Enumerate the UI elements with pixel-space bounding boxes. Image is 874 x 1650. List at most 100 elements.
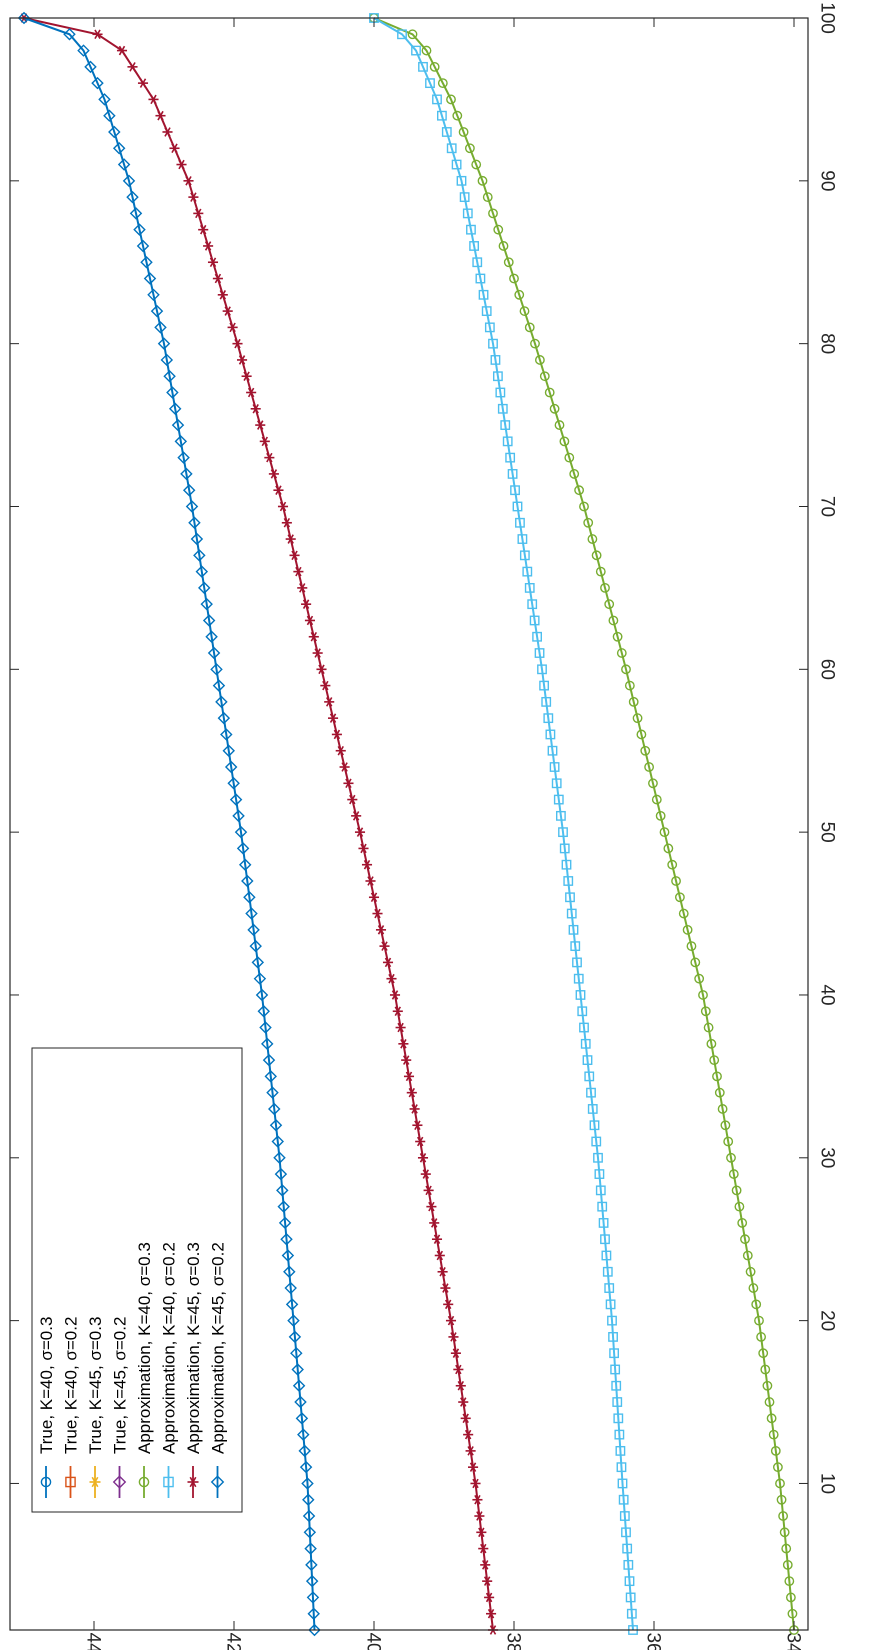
data-point: [490, 355, 501, 365]
data-point: [285, 1298, 299, 1311]
data-point: [600, 582, 610, 593]
data-point: [509, 273, 519, 284]
data-point: [202, 614, 216, 627]
x-tick-label: 50: [816, 822, 837, 843]
data-point: [770, 1445, 781, 1456]
x-tick-label: 20: [816, 1310, 837, 1331]
data-point: [257, 1005, 270, 1018]
data-point: [608, 1332, 618, 1342]
data-point: [468, 1462, 479, 1472]
data-point: [460, 1413, 471, 1424]
data-point: [624, 680, 635, 691]
data-point: [307, 1607, 320, 1620]
legend-entry: Approximation, K=45, σ=0.3: [184, 1242, 203, 1498]
data-point: [608, 615, 619, 626]
data-point: [495, 387, 506, 398]
data-point: [594, 1169, 605, 1179]
data-point: [651, 794, 662, 805]
data-point: [401, 1055, 412, 1065]
y-tick-label: 44: [82, 1632, 103, 1650]
legend-label: True, K=45, σ=0.3: [86, 1317, 105, 1454]
data-point: [429, 1218, 440, 1228]
data-point: [530, 338, 540, 349]
legend-entry: Approximation, K=45, σ=0.2: [208, 1242, 227, 1498]
legend-marker: [40, 1476, 52, 1488]
data-point: [758, 1348, 769, 1359]
data-point: [237, 355, 248, 365]
data-point: [116, 45, 128, 56]
data-point: [361, 859, 373, 870]
data-point: [745, 1266, 756, 1277]
data-point: [108, 125, 121, 139]
data-point: [293, 566, 304, 577]
data-point: [488, 338, 498, 349]
data-point: [212, 273, 223, 284]
data-point: [626, 1608, 637, 1619]
data-point: [372, 908, 383, 919]
data-point: [335, 745, 346, 756]
data-point: [451, 159, 462, 170]
data-point: [406, 1087, 417, 1098]
data-point: [563, 876, 574, 886]
data-point: [303, 1526, 317, 1539]
data-point: [452, 110, 463, 121]
x-tick-label: 100: [816, 2, 837, 34]
legend-marker: [89, 1476, 101, 1488]
data-point: [612, 631, 623, 642]
data-point: [304, 615, 315, 626]
data-point: [621, 664, 631, 675]
data-point: [446, 143, 457, 154]
data-point: [232, 809, 245, 823]
data-point: [268, 1102, 281, 1116]
data-point: [551, 778, 562, 789]
data-point: [471, 159, 482, 170]
data-point: [171, 418, 185, 432]
data-point: [302, 1493, 315, 1506]
data-point: [453, 1364, 464, 1375]
data-point: [77, 44, 90, 57]
legend-label: True, K=45, σ=0.2: [110, 1317, 129, 1454]
data-point: [524, 582, 535, 593]
data-point: [306, 1591, 320, 1604]
data-point: [778, 1511, 789, 1521]
data-point: [92, 29, 103, 40]
legend-label: True, K=40, σ=0.2: [61, 1317, 80, 1454]
data-point: [273, 1151, 286, 1165]
data-point: [519, 306, 530, 316]
data-point: [417, 1153, 429, 1163]
data-point: [63, 28, 76, 41]
data-point: [382, 957, 394, 968]
data-point: [198, 581, 211, 595]
data-point: [126, 190, 139, 204]
data-point: [553, 794, 564, 805]
data-point: [768, 1429, 779, 1440]
data-point: [549, 762, 560, 772]
x-tick-label: 80: [816, 333, 837, 354]
data-point: [320, 680, 331, 691]
data-point: [659, 827, 670, 838]
data-point: [762, 1380, 773, 1391]
data-point: [222, 744, 235, 757]
data-point: [609, 1348, 620, 1359]
data-point: [754, 1315, 764, 1326]
data-point: [728, 1169, 739, 1179]
data-point: [625, 1592, 636, 1603]
data-point: [575, 990, 586, 1000]
data-point: [148, 94, 159, 105]
data-point: [595, 1185, 606, 1196]
data-point: [259, 436, 270, 447]
data-point: [779, 1527, 790, 1538]
data-point: [250, 404, 261, 414]
data-point: [347, 794, 358, 805]
data-point: [477, 175, 488, 186]
data-point: [289, 550, 300, 561]
data-point: [610, 1364, 621, 1375]
data-point: [505, 452, 516, 463]
data-point: [280, 1232, 293, 1246]
data-point: [437, 110, 447, 121]
data-point: [556, 810, 566, 821]
data-point: [274, 1167, 288, 1181]
data-point: [475, 273, 486, 284]
data-point: [589, 1120, 600, 1131]
